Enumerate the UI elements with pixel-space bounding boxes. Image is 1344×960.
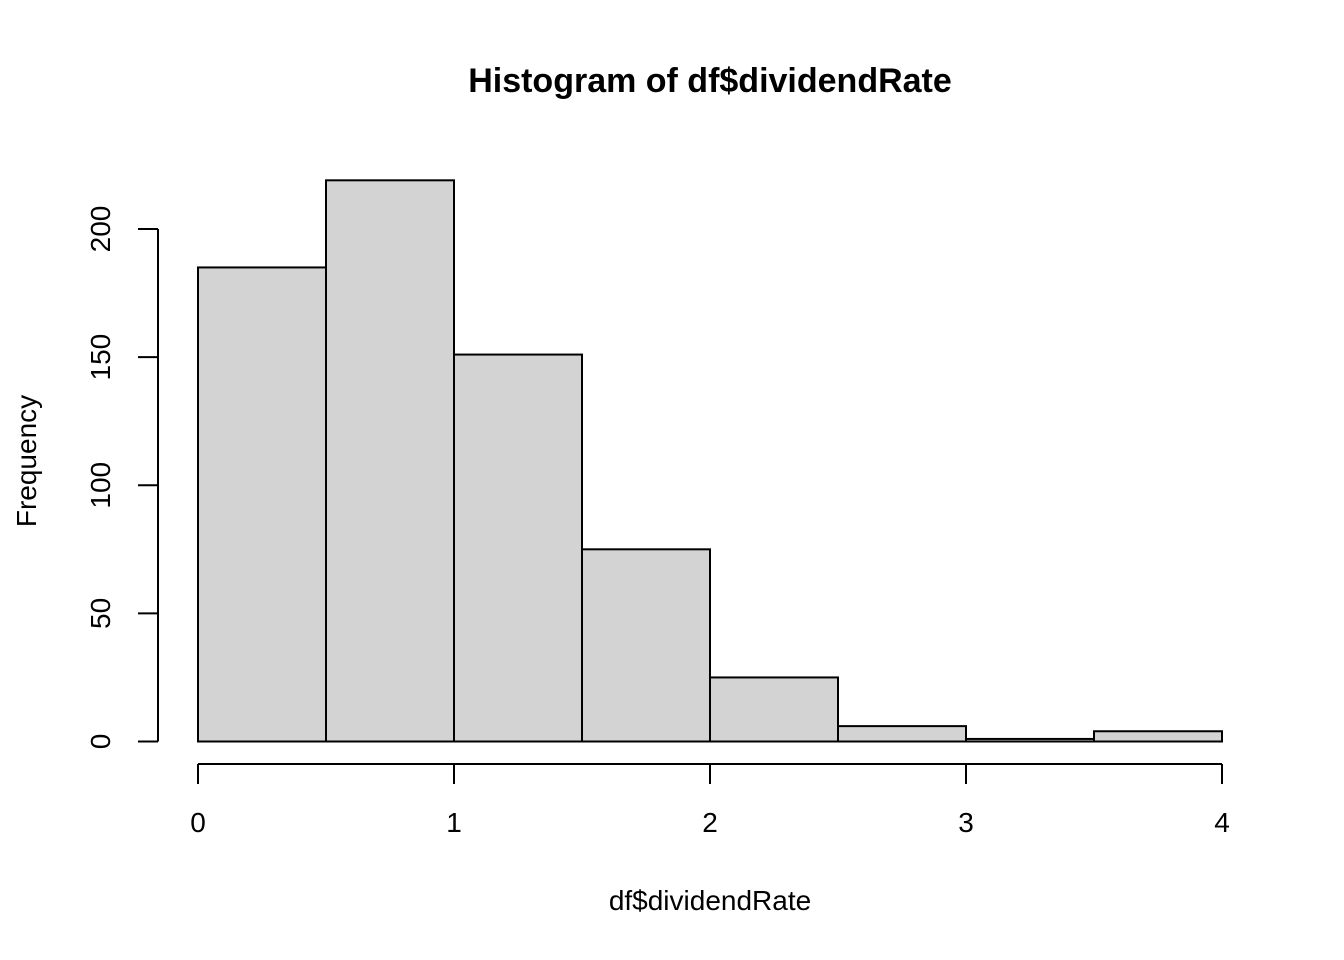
histogram-bar-5 xyxy=(709,676,839,743)
y-tick-label-150: 150 xyxy=(85,334,116,381)
x-axis-label: df$dividendRate xyxy=(609,885,811,916)
histogram-bar-6 xyxy=(837,725,967,743)
x-tick-label-0: 0 xyxy=(190,807,206,838)
x-tick-label-1: 1 xyxy=(446,807,462,838)
y-tick-label-100: 100 xyxy=(85,462,116,509)
histogram-bar-1 xyxy=(197,266,327,743)
x-tick-label-3: 3 xyxy=(958,807,974,838)
histogram-bar-7 xyxy=(965,737,1095,743)
y-tick-label-200: 200 xyxy=(85,206,116,253)
y-tick-label-0: 0 xyxy=(85,734,116,750)
chart-title: Histogram of df$dividendRate xyxy=(468,62,952,100)
histogram-bar-4 xyxy=(581,548,711,743)
histogram-bar-3 xyxy=(453,353,583,743)
y-tick-label-50: 50 xyxy=(85,598,116,629)
histogram-bar-2 xyxy=(325,179,455,743)
histogram-bars xyxy=(197,179,1223,743)
y-axis-label: Frequency xyxy=(11,395,42,527)
y-axis: 0 50 100 150 200 xyxy=(85,206,159,750)
x-tick-label-4: 4 xyxy=(1214,807,1230,838)
x-tick-label-2: 2 xyxy=(702,807,718,838)
x-axis: 0 1 2 3 4 xyxy=(190,763,1230,838)
histogram-bar-8 xyxy=(1093,730,1223,743)
